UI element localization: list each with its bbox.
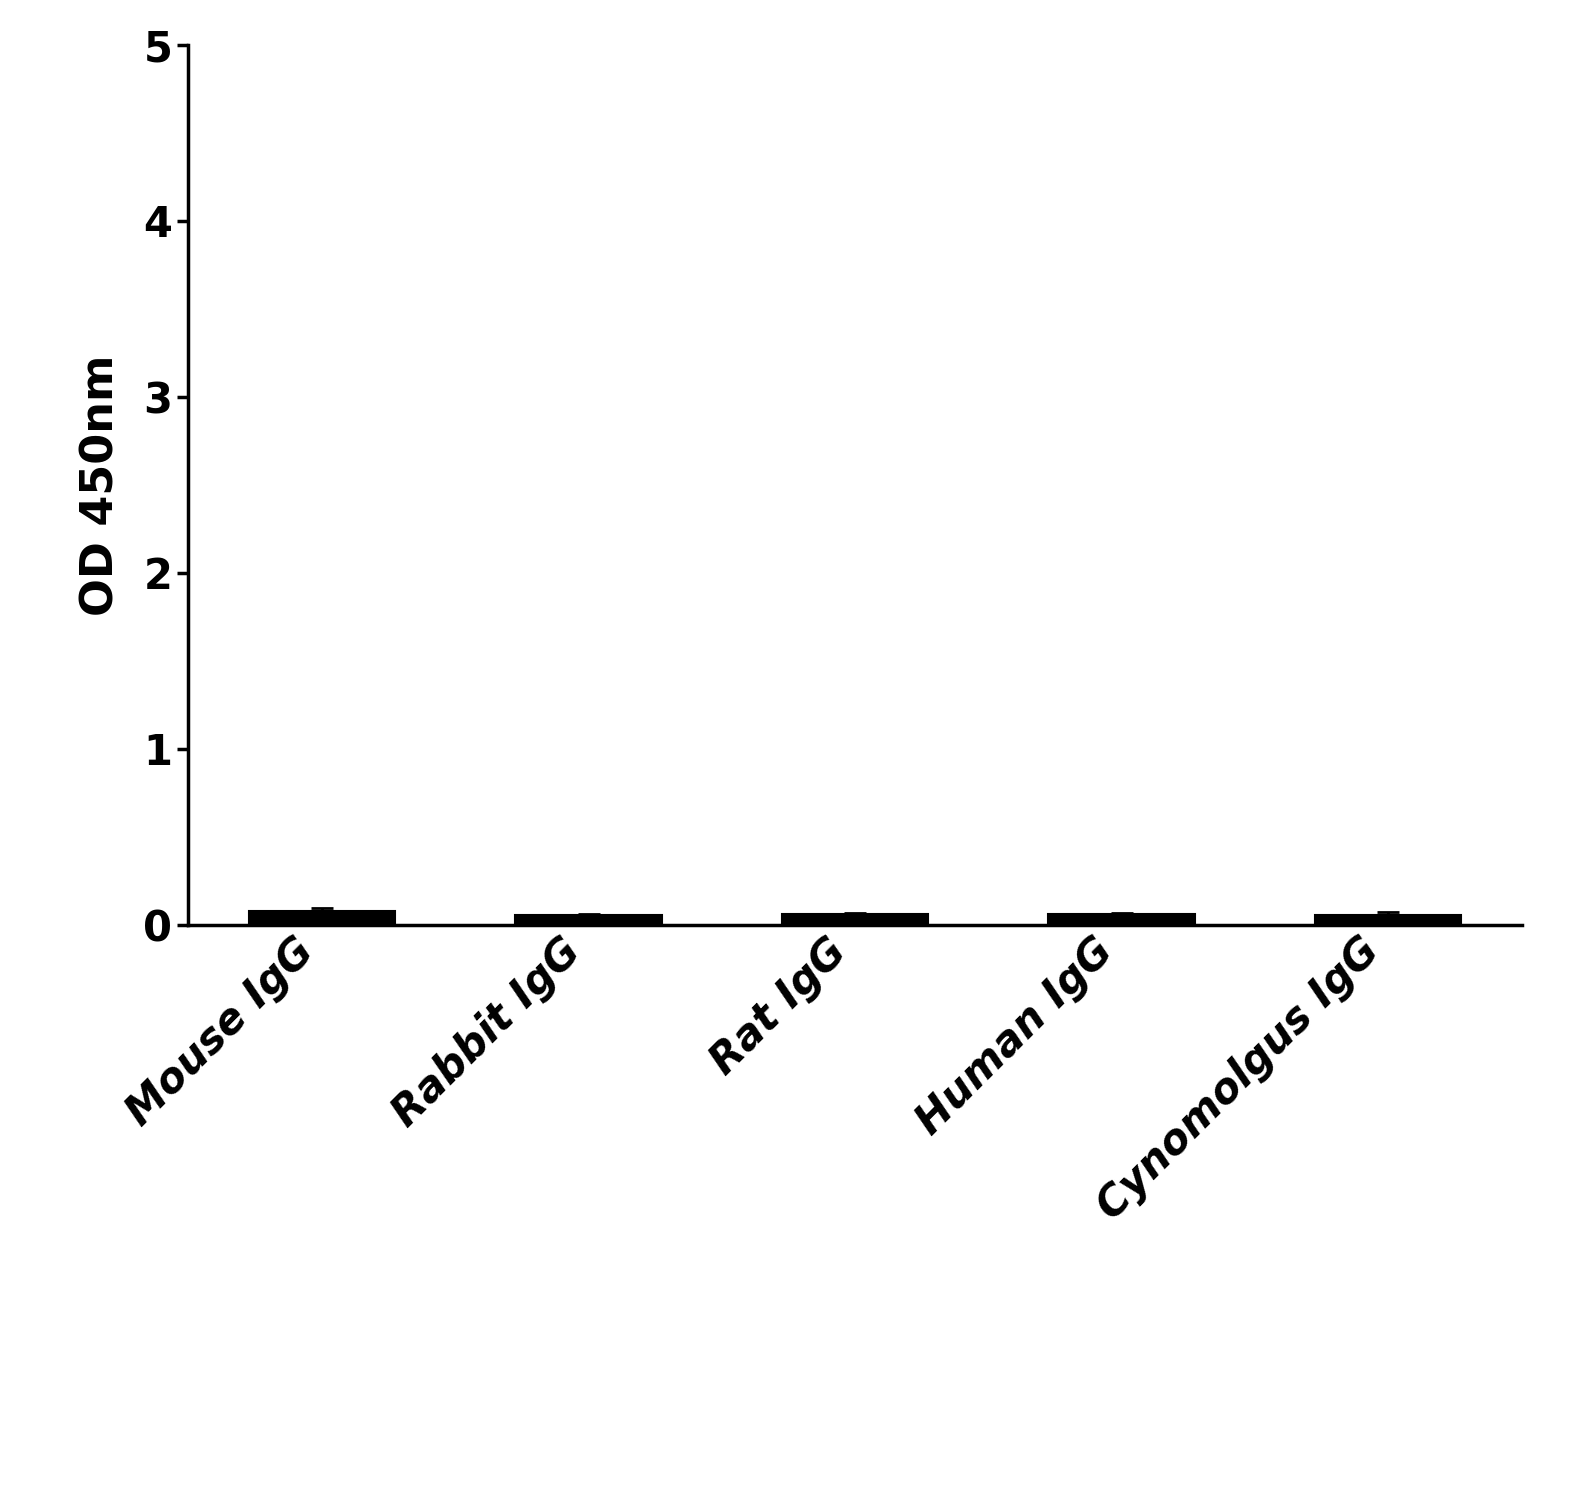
Bar [515,916,662,925]
Bar [1315,916,1461,925]
Bar [781,913,929,925]
Bar [249,912,395,925]
Bar [1048,913,1196,925]
Y-axis label: OD 450nm: OD 450nm [80,354,122,616]
